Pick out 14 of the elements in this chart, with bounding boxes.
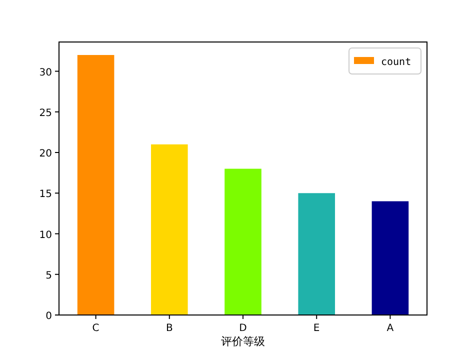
y-tick-label: 30 [39, 67, 52, 78]
y-tick-label: 0 [46, 311, 52, 322]
y-tick-label: 20 [39, 148, 52, 160]
y-tick-label: 5 [46, 270, 52, 282]
x-tick-label: B [166, 323, 173, 334]
x-tick-label: E [313, 323, 320, 334]
legend-label: count [381, 57, 412, 68]
x-tick-label: A [386, 323, 394, 334]
x-tick-label: D [239, 323, 248, 334]
y-tick-label: 25 [39, 108, 52, 119]
y-tick-label: 15 [39, 189, 52, 200]
y-tick-label: 10 [39, 230, 52, 241]
x-axis-title: 评价等级 [221, 335, 265, 348]
x-tick-label: C [92, 323, 100, 334]
